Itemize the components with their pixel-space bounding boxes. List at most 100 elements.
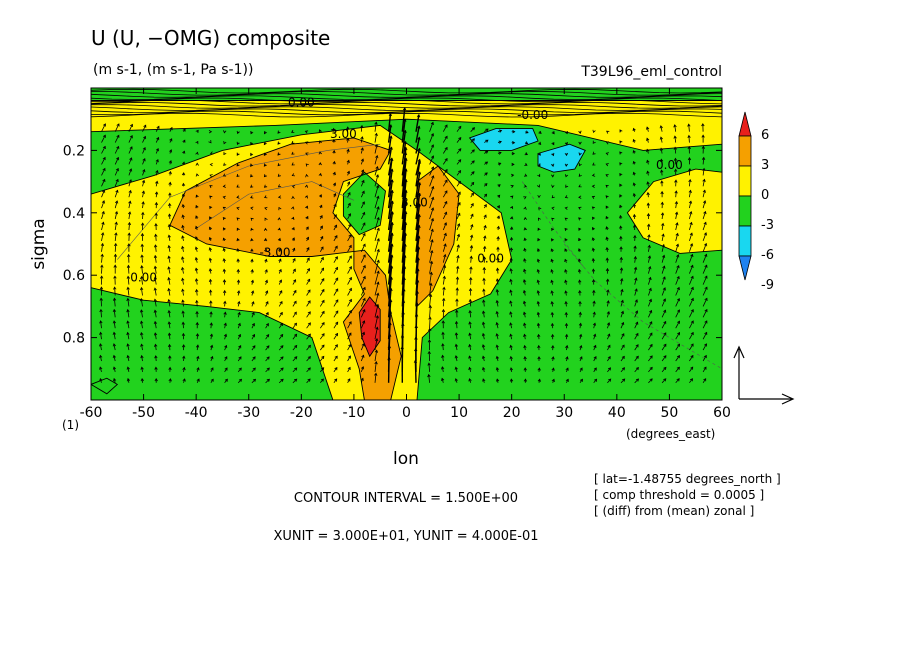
vector-470 [360, 275, 366, 285]
vector-844 [578, 173, 582, 177]
vector-976 [648, 298, 652, 307]
vector-147 [182, 161, 186, 165]
vector-165 [182, 355, 186, 362]
vector-425 [333, 310, 339, 318]
vector-444 [347, 255, 352, 263]
vector-60 [127, 253, 131, 263]
contour-1 [91, 124, 513, 400]
y-tick-0.6: 0.6 [63, 268, 85, 284]
vector-332 [278, 345, 284, 351]
vector-754 [523, 237, 527, 241]
vector-251 [236, 248, 240, 252]
vector-238 [224, 367, 228, 373]
vector-1048 [689, 297, 694, 307]
vector-476 [360, 343, 365, 351]
vector-346 [291, 237, 295, 242]
vector-914 [619, 151, 623, 155]
vector-787 [537, 333, 541, 340]
vector-535 [401, 168, 408, 209]
vector-589 [429, 260, 434, 274]
vector-310 [265, 367, 270, 373]
vector-27 [114, 156, 120, 165]
vector-51 [128, 157, 133, 165]
vector-78 [141, 190, 145, 198]
vector-69 [126, 354, 130, 362]
vector-1009 [673, 135, 677, 143]
vector-810 [550, 322, 555, 329]
vector-306 [265, 322, 269, 329]
vector-653 [470, 181, 475, 187]
upper-line-10 [91, 110, 722, 116]
contour-0 [91, 100, 722, 151]
vector-536 [401, 178, 408, 220]
vector-20 [99, 343, 103, 351]
vector-930 [620, 321, 625, 329]
vector-619 [441, 331, 445, 340]
vector-513 [387, 200, 394, 231]
vector-166 [182, 366, 186, 372]
vector-308 [265, 345, 270, 351]
vector-623 [441, 377, 445, 383]
vector-537 [401, 189, 408, 231]
vector-291 [263, 163, 267, 167]
vector-354 [292, 322, 297, 329]
vector-328 [278, 300, 283, 307]
vector-629 [456, 180, 461, 187]
vector-235 [223, 333, 228, 340]
vector-667 [468, 332, 472, 340]
vector-198 [209, 195, 213, 199]
vector-788 [537, 344, 541, 351]
vector-902 [605, 278, 610, 285]
vector-188 [195, 344, 200, 351]
vector-247 [236, 206, 240, 210]
vector-855 [578, 290, 582, 296]
vector-933 [620, 355, 625, 362]
vector-300 [264, 258, 268, 263]
vector-518 [387, 254, 394, 285]
vector-1003 [661, 332, 667, 340]
vector-359 [292, 378, 298, 384]
vector-56 [127, 211, 132, 220]
y-axis: 0.2 0.4 0.6 0.8 [63, 143, 722, 347]
vector-137 [167, 309, 171, 318]
vector-724 [510, 173, 515, 178]
vector-269 [250, 184, 254, 188]
vector-507 [387, 146, 393, 165]
contour-8 [468, 128, 539, 151]
vector-372 [306, 257, 310, 263]
vector-48 [128, 123, 133, 132]
vector-708 [496, 256, 500, 263]
vector-353 [292, 311, 297, 318]
vector-114 [153, 320, 158, 329]
vector-795 [551, 163, 555, 167]
vector-865 [592, 140, 596, 144]
vector-931 [620, 333, 625, 340]
vector-846 [578, 195, 582, 199]
vector-987 [659, 158, 664, 165]
vector-390 [318, 194, 322, 198]
vector-982 [648, 366, 653, 373]
vector-593 [428, 305, 432, 318]
vector-370 [306, 236, 309, 242]
vector-1047 [689, 286, 694, 296]
thin-contour-1 [196, 181, 355, 229]
vector-812 [551, 345, 555, 351]
vector-594 [428, 316, 432, 329]
vector-735 [509, 289, 513, 296]
vector-14 [99, 275, 104, 285]
vector-897 [605, 226, 609, 231]
vector-103 [154, 201, 159, 209]
vector-500 [374, 338, 379, 351]
vector-578 [429, 144, 435, 154]
vector-401 [319, 310, 325, 318]
vector-913 [619, 140, 623, 144]
vector-222 [222, 195, 226, 199]
vector-809 [550, 311, 555, 318]
vector-805 [550, 269, 554, 274]
vector-415 [333, 203, 337, 209]
vector-959 [634, 378, 640, 384]
vector-75 [142, 157, 146, 165]
vector-266 [250, 152, 254, 157]
vector-954 [634, 321, 639, 329]
vector-628 [456, 169, 462, 176]
